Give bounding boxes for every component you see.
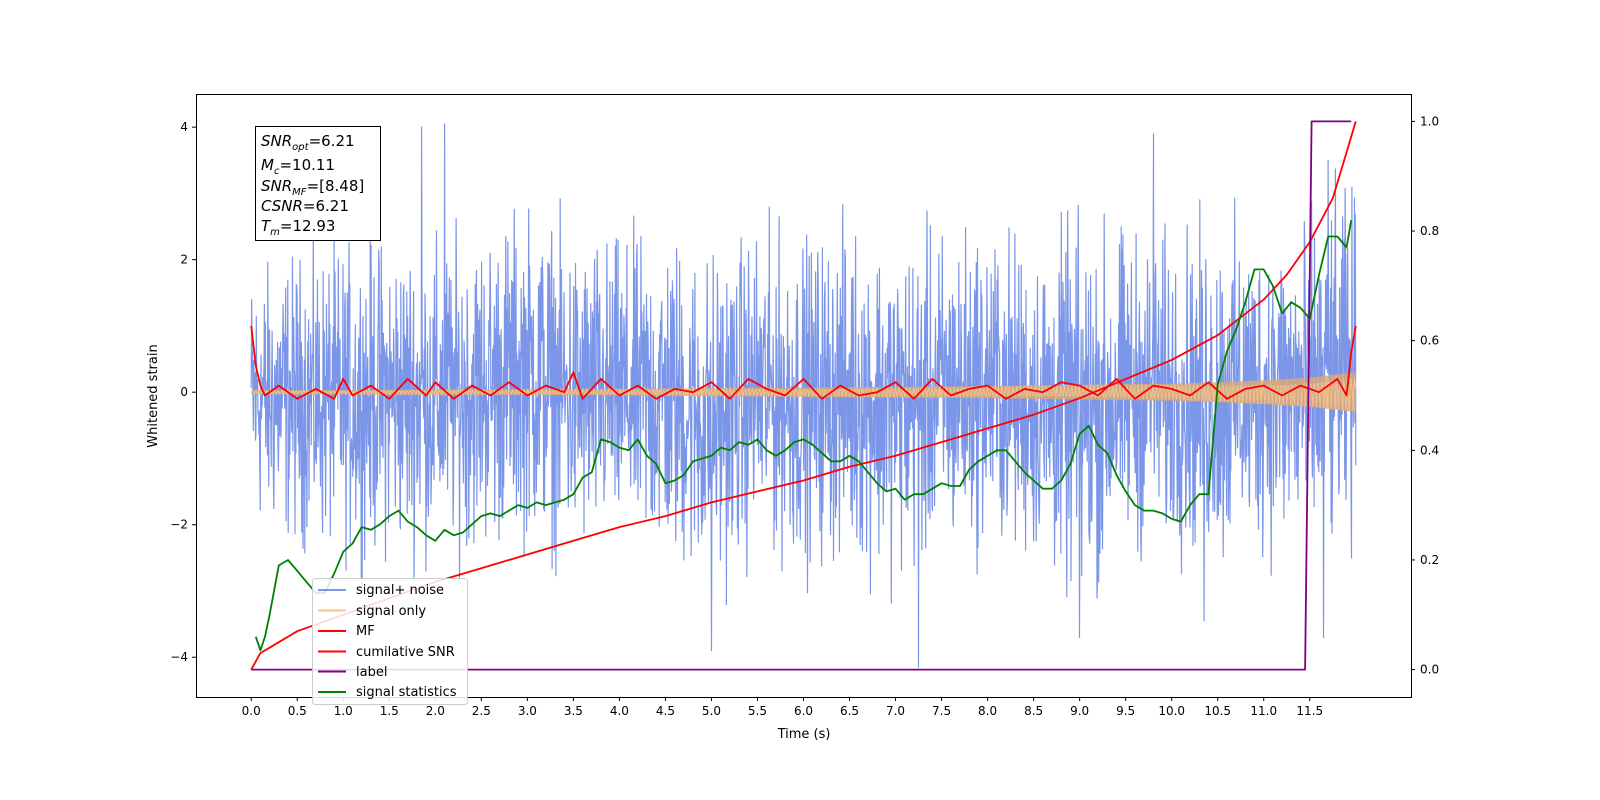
annotation-box: SNRopt=6.21 Mc=10.11 SNRMF=[8.48] CSNR=6… — [255, 126, 381, 241]
x-tick-label: 9.5 — [1116, 704, 1135, 718]
annotation-snr-opt: SNRopt=6.21 — [261, 132, 355, 153]
x-tick-label: 1.0 — [334, 704, 353, 718]
x-tick-label: 5.5 — [748, 704, 767, 718]
y2-tick-label: 0.4 — [1420, 443, 1439, 457]
x-tick-label: 3.5 — [564, 704, 583, 718]
x-tick-label: 1.5 — [380, 704, 399, 718]
x-tick-label: 6.0 — [794, 704, 813, 718]
y-tick-label: 2 — [180, 253, 188, 267]
annotation-tm: Tm=12.93 — [261, 217, 335, 238]
y2-tick-label: 0.0 — [1420, 663, 1439, 677]
y-tick-label: −4 — [170, 650, 188, 664]
legend: signal+ noise signal only MF cumilative … — [312, 578, 468, 705]
y2-tick-label: 0.8 — [1420, 224, 1439, 238]
annotation-csnr: CSNR=6.21 — [261, 197, 349, 215]
axis-ticks: 0.0 0.5 1.0 1.5 2.0 2.5 3.0 3.5 4.0 4.5 5.0 5.5 6.0 6… — [170, 114, 1439, 718]
x-tick-label: 9.0 — [1070, 704, 1089, 718]
x-tick-label: 11.5 — [1296, 704, 1323, 718]
x-tick-label: 8.5 — [1024, 704, 1043, 718]
legend-label-mf: MF — [356, 624, 375, 639]
x-tick-label: 7.0 — [886, 704, 905, 718]
y-tick-label: 4 — [180, 120, 188, 134]
x-tick-label: 0.0 — [242, 704, 261, 718]
x-tick-label: 2.5 — [472, 704, 491, 718]
x-tick-label: 0.5 — [288, 704, 307, 718]
x-tick-label: 8.0 — [978, 704, 997, 718]
x-axis-label: Time (s) — [777, 727, 831, 742]
x-tick-label: 10.0 — [1158, 704, 1185, 718]
legend-label-signal-only: signal only — [356, 604, 426, 619]
y-tick-label: −2 — [170, 518, 188, 532]
x-tick-label: 2.0 — [426, 704, 445, 718]
series-label — [251, 120, 1352, 671]
y2-tick-label: 0.6 — [1420, 334, 1439, 348]
legend-label-cumulative-snr: cumilative SNR — [356, 645, 455, 660]
legend-label-signal-statistics: signal statistics — [356, 685, 457, 700]
legend-label-label: label — [356, 665, 387, 680]
x-tick-label: 7.5 — [932, 704, 951, 718]
x-tick-label: 3.0 — [518, 704, 537, 718]
series-signal-only — [250, 377, 1357, 411]
x-tick-label: 4.0 — [610, 704, 629, 718]
annotation-snr-mf: SNRMF=[8.48] — [261, 177, 364, 198]
series-signal-only-envelope — [251, 372, 1356, 413]
y2-tick-label: 0.2 — [1420, 553, 1439, 567]
x-tick-label: 10.5 — [1204, 704, 1231, 718]
series-mf — [250, 325, 1357, 400]
plot-area — [250, 120, 1357, 671]
x-tick-label: 4.5 — [656, 704, 675, 718]
annotation-chirp-mass: Mc=10.11 — [261, 156, 335, 177]
x-tick-label: 11.0 — [1250, 704, 1277, 718]
y2-tick-label: 1.0 — [1420, 114, 1439, 128]
x-tick-label: 5.0 — [702, 704, 721, 718]
y-axis-label: Whitened strain — [146, 344, 161, 447]
y-tick-label: 0 — [180, 385, 188, 399]
x-tick-label: 6.5 — [840, 704, 859, 718]
series-signal-statistics — [254, 219, 1353, 652]
legend-label-signal-noise: signal+ noise — [356, 583, 444, 598]
